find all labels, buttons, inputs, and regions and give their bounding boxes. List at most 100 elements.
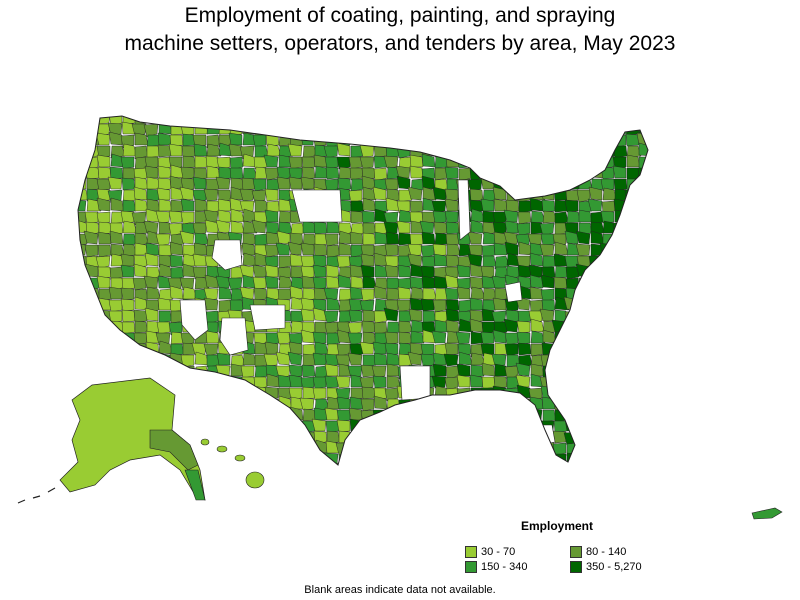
no-data-area-colorado-south — [249, 304, 286, 331]
area-cell — [650, 320, 663, 332]
area-cell — [637, 310, 648, 324]
area-cell — [373, 310, 388, 324]
area-cell — [398, 131, 414, 146]
area-cell — [324, 353, 339, 367]
puerto-rico-island — [751, 507, 783, 520]
area-cell — [650, 465, 663, 478]
area-cell — [179, 277, 195, 291]
area-cell — [492, 409, 507, 424]
area-cell — [553, 166, 568, 180]
area-cell — [528, 440, 543, 454]
area-cell — [529, 286, 544, 300]
area-cell — [554, 120, 569, 135]
area-cell — [613, 310, 628, 325]
area-cell — [120, 298, 135, 312]
area-cell — [180, 354, 195, 368]
area-cell — [444, 376, 459, 391]
area-cell — [264, 406, 279, 421]
area-cell — [649, 344, 662, 357]
no-data-area-lake-michigan — [457, 179, 471, 241]
area-cell — [371, 431, 387, 445]
area-cell — [611, 464, 627, 465]
area-cell — [540, 131, 555, 146]
area-cell — [266, 462, 281, 465]
area-cell — [517, 409, 532, 424]
area-cell — [397, 264, 412, 278]
hawaii-island-big-island — [245, 471, 265, 489]
area-cell — [564, 255, 579, 269]
area-cell — [578, 341, 593, 355]
area-cell — [251, 189, 267, 204]
area-cell — [194, 397, 210, 411]
area-cell — [384, 387, 399, 402]
area-cell — [181, 365, 196, 380]
area-cell — [313, 123, 328, 137]
area-cell — [278, 431, 293, 446]
area-cell — [542, 255, 557, 269]
area-cell — [239, 188, 255, 202]
area-cell — [649, 331, 662, 343]
area-cell — [446, 441, 462, 455]
area-cell — [242, 232, 257, 246]
area-cell — [347, 321, 363, 336]
area-cell — [612, 156, 627, 170]
area-cell — [108, 310, 123, 324]
area-cell — [337, 177, 352, 191]
area-cell — [613, 242, 628, 256]
area-cell — [457, 453, 472, 465]
area-cell — [324, 407, 339, 421]
area-cell — [576, 156, 591, 171]
alaska-region — [17, 377, 206, 504]
area-cell — [614, 363, 630, 377]
area-cell — [540, 288, 555, 303]
area-cell — [215, 464, 231, 465]
area-cell — [650, 179, 663, 191]
area-cell — [301, 122, 316, 136]
area-cell — [313, 407, 328, 421]
area-cell — [505, 199, 520, 213]
area-cell — [479, 134, 495, 149]
area-cell — [362, 186, 377, 201]
area-cell — [553, 462, 568, 465]
area-cell — [588, 352, 603, 366]
area-cell — [516, 320, 531, 334]
area-cell — [374, 120, 389, 135]
area-cell — [553, 276, 568, 290]
area-cell — [575, 451, 591, 465]
area-cell — [613, 287, 628, 301]
area-cell — [313, 243, 328, 257]
area-cell — [626, 154, 641, 168]
area-cell — [576, 329, 591, 344]
area-cell — [240, 365, 255, 379]
area-cell — [168, 210, 183, 224]
area-cell — [407, 351, 423, 366]
area-cell — [410, 463, 425, 465]
area-cell — [323, 310, 339, 324]
area-cell — [492, 429, 507, 443]
area-cell — [529, 165, 544, 179]
area-cell — [180, 198, 195, 212]
area-cell — [323, 287, 339, 301]
area-cell — [300, 329, 315, 344]
area-cell — [469, 297, 484, 311]
area-cell — [612, 222, 627, 236]
area-cell — [120, 156, 135, 170]
area-cell — [540, 453, 555, 465]
area-cell — [433, 275, 448, 289]
area-cell — [110, 197, 125, 212]
area-cell — [651, 234, 665, 246]
area-cell — [494, 463, 510, 465]
area-cell — [421, 463, 436, 465]
area-cell — [193, 143, 208, 157]
hawaii-island-maui — [234, 454, 246, 462]
area-cell — [422, 310, 437, 324]
area-cell — [422, 133, 438, 147]
area-cell — [409, 451, 424, 465]
area-cell — [650, 255, 663, 267]
area-cell — [638, 299, 648, 313]
area-cell — [194, 198, 209, 212]
area-cell — [457, 420, 472, 434]
area-cell — [229, 299, 244, 313]
area-cell — [599, 452, 615, 465]
area-cell — [577, 419, 592, 433]
